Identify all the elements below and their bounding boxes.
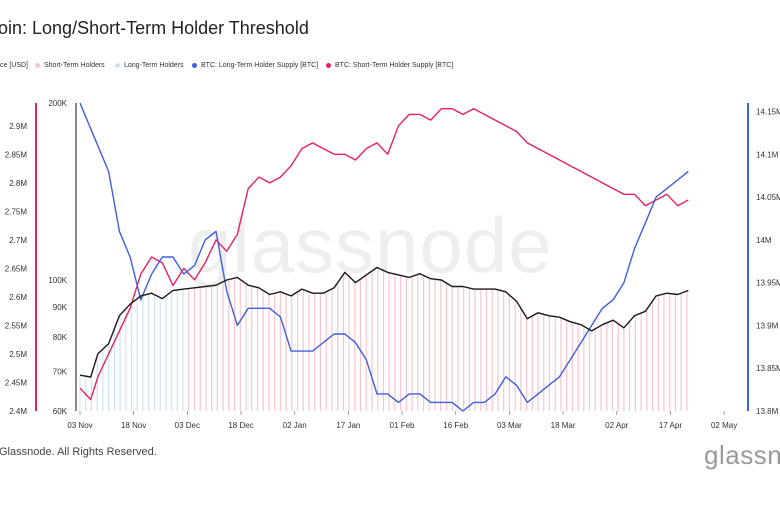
x-axis-tick-label: 03 Nov (67, 421, 92, 430)
short-term-holder-supply-line (79, 107, 689, 401)
x-axis-tick-label: 02 May (711, 421, 737, 430)
price-axis-tick-label: 60K (53, 407, 68, 416)
price-axis-tick-label: 70K (53, 367, 68, 376)
legend-dot (192, 63, 197, 68)
x-axis-tick-label: 16 Feb (443, 421, 468, 430)
legend-label: BTC: Long-Term Holder Supply [BTC] (201, 62, 319, 69)
x-axis-tick-label: 18 Mar (551, 421, 576, 430)
left-axis-tick-label: 2.5M (9, 350, 27, 359)
left-axis-tick-label: 2.8M (9, 179, 27, 188)
x-axis-tick-label: 02 Jan (283, 421, 307, 430)
left-axis-tick-label: 2.6M (9, 293, 27, 302)
price-line (79, 266, 689, 378)
price-axis-tick-label: 80K (53, 333, 68, 342)
left-axis-tick-label: 2.7M (9, 236, 27, 245)
x-axis-tick-label: 02 Apr (605, 421, 628, 430)
x-axis-tick-label: 03 Dec (175, 421, 200, 430)
legend-item-lth-supply[interactable]: BTC: Long-Term Holder Supply [BTC] (192, 62, 318, 69)
left-axis-tick-label: 2.55M (5, 321, 28, 330)
x-axis-tick-label: 03 Mar (497, 421, 522, 430)
legend-item-short-term-holders[interactable]: Short-Term Holders (35, 62, 105, 69)
right-axis-tick-label: 14.05M (756, 193, 780, 202)
right-axis-tick-label: 14M (756, 236, 772, 245)
right-axis-tick-label: 14.15M (756, 108, 780, 117)
legend-item-sth-supply[interactable]: BTC: Short-Term Holder Supply [BTC] (326, 62, 453, 69)
left-axis-tick-label: 2.85M (5, 150, 28, 159)
price-axis-tick-label: 200K (48, 99, 67, 108)
left-axis-tick-label: 2.45M (5, 378, 28, 387)
right-axis-tick-label: 13.95M (756, 279, 780, 288)
chart-title: oin: Long/Short-Term Holder Threshold (0, 18, 309, 38)
legend-dot (115, 63, 120, 68)
right-axis-tick-label: 14.1M (756, 150, 779, 159)
legend-label: ce [USD] (0, 62, 29, 69)
price-axis-tick-label: 100K (48, 276, 67, 285)
x-axis-tick-label: 18 Nov (121, 421, 146, 430)
left-axis-tick-label: 2.4M (9, 407, 27, 416)
legend-label: BTC: Short-Term Holder Supply [BTC] (335, 62, 454, 69)
legend-label: Long-Term Holders (124, 62, 184, 69)
brand-logo: glassne (704, 440, 780, 470)
legend-item-price[interactable]: ce [USD] (0, 62, 28, 69)
legend-dot (35, 63, 40, 68)
long-term-holder-supply-line (79, 102, 689, 412)
x-axis-tick-label: 17 Jan (336, 421, 360, 430)
legend-dot (326, 63, 331, 68)
x-axis-tick-label: 17 Apr (659, 421, 682, 430)
left-axis-tick-label: 2.65M (5, 264, 28, 273)
legend-label: Short-Term Holders (44, 62, 105, 69)
right-axis-tick-label: 13.9M (756, 321, 779, 330)
x-axis-tick-label: 18 Dec (228, 421, 253, 430)
copyright-footer: Glassnode. All Rights Reserved. (0, 446, 157, 458)
watermark: glassnode (188, 201, 553, 289)
left-axis-tick-label: 2.9M (9, 122, 27, 131)
legend-item-long-term-holders[interactable]: Long-Term Holders (115, 62, 184, 69)
left-axis-tick-label: 2.75M (5, 207, 28, 216)
price-axis-tick-label: 90K (53, 303, 68, 312)
right-axis-tick-label: 13.85M (756, 364, 780, 373)
x-axis-tick-label: 01 Feb (390, 421, 415, 430)
right-axis-tick-label: 13.8M (756, 407, 779, 416)
